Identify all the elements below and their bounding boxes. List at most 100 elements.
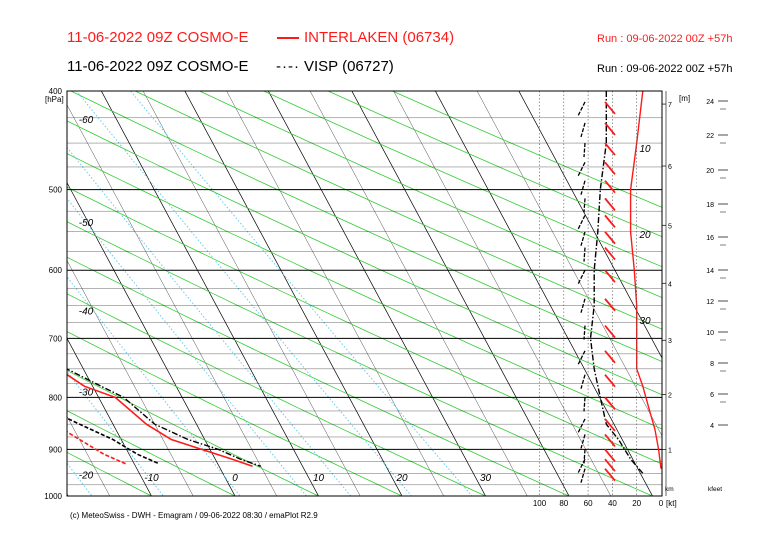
axis-labels: 400 500 600 700 800 900 1000 [hPa] -60 -50 -40 -30 -… <box>44 87 651 501</box>
kfeet-axis-tick-label: 14 <box>706 268 714 275</box>
km-axis-unit: [m] <box>679 94 690 103</box>
kfeet-axis-tick-label: 10 <box>706 330 714 337</box>
dry-adiabat-line <box>134 91 662 330</box>
interlaken-wind-barb <box>604 161 616 175</box>
interlaken-wind-barb <box>604 142 616 156</box>
pressure-unit-label: [hPa] <box>45 95 64 104</box>
header-line2-station: VISP (06727) <box>304 58 394 75</box>
visp-wind-barb <box>577 458 586 474</box>
km-axis-tick-label: 3 <box>668 338 672 345</box>
kfeet-axis-tick-label: 12 <box>706 299 714 306</box>
height-axes: 100 80 60 40 20 0 [kt]1234567[m]km468101214161… <box>533 91 728 508</box>
kfeet-axis-tick-label: 16 <box>706 235 714 242</box>
visp-wind-barb <box>580 468 586 483</box>
km-axis-tick-label: 2 <box>668 393 672 400</box>
dry-adiabat-line <box>67 256 570 496</box>
visp-dewpoint-line <box>67 417 160 465</box>
interlaken-wind-barb <box>604 298 616 312</box>
interlaken-wind-barb <box>604 231 616 245</box>
km-axis-tick-label: 5 <box>668 223 672 230</box>
interlaken-wind-barb <box>604 246 616 261</box>
dry-adiabat-line <box>0 68 25 517</box>
isotherm-line <box>267 91 486 496</box>
interlaken-wind-barb <box>604 433 616 448</box>
pressure-tick-label: 900 <box>49 445 63 454</box>
pressure-tick-label: 800 <box>49 393 63 402</box>
isotherm-line <box>393 91 611 496</box>
visp-wind-barb <box>577 101 586 117</box>
visp-wind-barb <box>583 325 586 340</box>
header-line2-model: 11-06-2022 09Z COSMO-E <box>67 58 249 75</box>
dry-adiabat-line <box>262 91 662 268</box>
visp-wind-barb <box>580 122 586 138</box>
isotherm-line <box>67 415 110 496</box>
interlaken-wind-barb <box>604 350 616 364</box>
isotherm-line <box>67 493 69 496</box>
kfeet-axis-tick-label: 8 <box>710 361 714 368</box>
km-axis-tick-label: 4 <box>668 281 672 288</box>
emagram-grid <box>0 68 662 517</box>
interlaken-wind-barb <box>604 418 616 432</box>
mixing-ratio-line <box>0 68 42 517</box>
dry-adiabat-line <box>391 91 662 208</box>
profile-series <box>67 91 662 496</box>
isotherm-line <box>184 91 403 496</box>
dry-adiabat-line <box>67 221 654 496</box>
mixing-ratio-line <box>75 91 413 496</box>
inner-temp-label: 30 <box>639 316 651 327</box>
visp-wind-barb <box>583 143 586 158</box>
visp-wind-barb <box>580 298 586 313</box>
isotherm-line <box>67 260 194 496</box>
temp-label-left: -60 <box>79 115 94 126</box>
interlaken-wind-barb <box>604 197 616 211</box>
interlaken-wind-barb <box>604 396 616 410</box>
dry-adiabat-line <box>69 91 662 362</box>
header-line1-model: 11-06-2022 09Z COSMO-E <box>67 29 249 46</box>
interlaken-wind-speed-line <box>629 91 662 469</box>
isotherm-line <box>226 91 444 496</box>
kfeet-axis-tick-label: 20 <box>706 168 714 175</box>
km-axis-tick-label: 7 <box>668 102 672 109</box>
temp-label-bottom: 20 <box>395 473 408 484</box>
isotherm-line <box>67 181 236 496</box>
isotherm-line <box>0 68 38 517</box>
interlaken-wind-barb <box>604 101 616 115</box>
temp-label-left: -30 <box>79 387 94 398</box>
temp-label-left: -50 <box>79 218 94 229</box>
dry-adiabat-line <box>67 120 662 396</box>
visp-wind-barb <box>577 161 586 177</box>
visp-wind-barb <box>577 418 586 434</box>
interlaken-wind-barb <box>604 122 616 136</box>
mixing-ratio-line <box>67 146 352 496</box>
interlaken-wind-barb <box>604 214 616 228</box>
kfeet-axis-tick-label: 22 <box>706 133 714 140</box>
isotherm-line <box>67 337 152 496</box>
temp-label-left: -40 <box>79 306 94 317</box>
dry-adiabat-line <box>67 370 320 496</box>
dry-adiabat-line <box>67 451 153 496</box>
temp-label-left: -20 <box>79 471 94 482</box>
km-axis-tick-label: 1 <box>668 447 672 454</box>
kfeet-axis-bottom-label: kfeet <box>708 486 722 493</box>
temp-label-bottom: 10 <box>313 473 325 484</box>
visp-temperature-line <box>67 368 262 467</box>
interlaken-wind-barb <box>604 458 616 472</box>
isotherm-line <box>142 91 361 496</box>
visp-wind-barb <box>580 374 586 389</box>
header-line1-station: INTERLAKEN (06734) <box>304 29 455 46</box>
pressure-gridlines <box>67 90 662 497</box>
pressure-tick-label: 500 <box>49 186 63 195</box>
interlaken-wind-barb <box>604 269 616 283</box>
plot-frame <box>66 90 663 497</box>
pressure-tick-label: 700 <box>49 334 63 343</box>
mixing-ratio-line <box>67 276 241 496</box>
interlaken-wind-barb <box>604 324 616 339</box>
wind-axis-tick-label: 80 <box>559 499 568 508</box>
wind-axis-tick-label: 0 <box>659 499 664 508</box>
wind-axis-tick-label: 20 <box>632 499 641 508</box>
dry-adiabat-line <box>327 91 662 238</box>
interlaken-temperature-line <box>67 373 253 468</box>
visp-wind-barb <box>583 198 586 213</box>
pressure-tick-label: 1000 <box>44 492 62 501</box>
kfeet-axis-tick-label: 18 <box>706 202 714 209</box>
